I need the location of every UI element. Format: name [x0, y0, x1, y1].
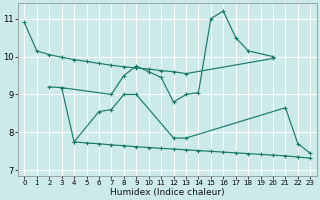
X-axis label: Humidex (Indice chaleur): Humidex (Indice chaleur) — [110, 188, 225, 197]
